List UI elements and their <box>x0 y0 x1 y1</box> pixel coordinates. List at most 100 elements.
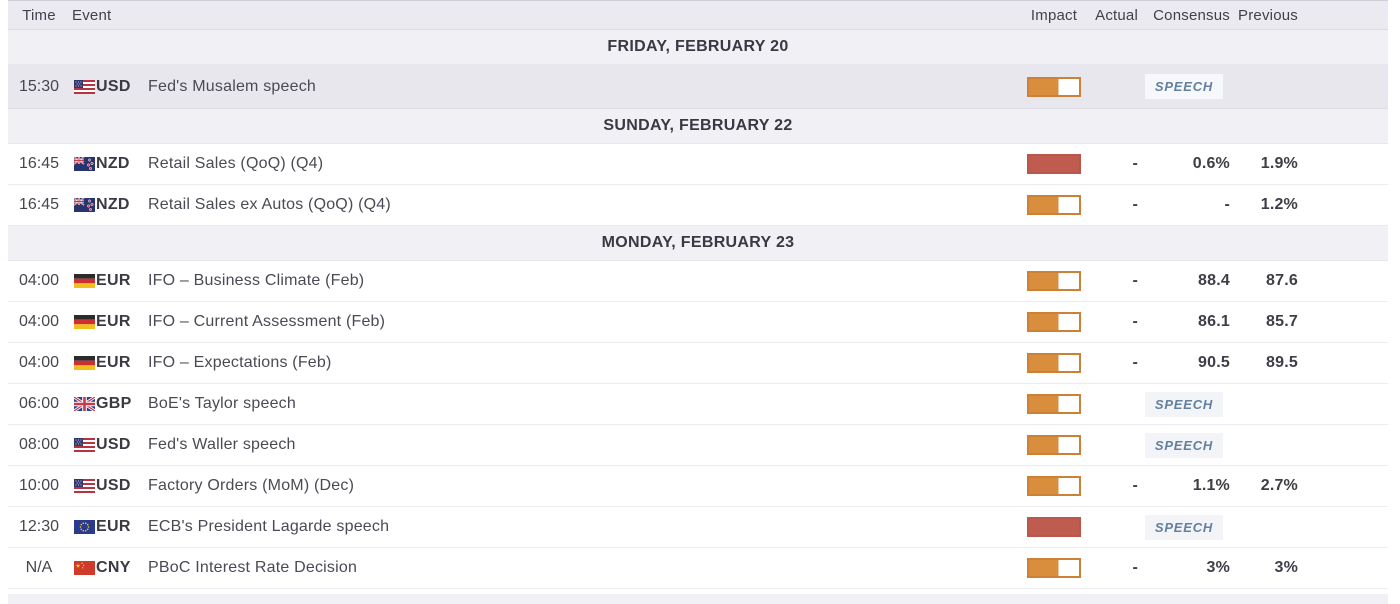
consensus-value: SPEECH <box>1138 74 1230 99</box>
date-header-row: SUNDAY, FEBRUARY 22 <box>8 109 1388 144</box>
event-name: IFO – Expectations (Feb) <box>148 354 332 371</box>
event-name: IFO – Business Climate (Feb) <box>148 272 365 289</box>
impact-cell <box>1026 435 1082 455</box>
column-header-previous: Previous <box>1238 6 1298 24</box>
event-time: N/A <box>25 559 53 576</box>
currency-code: GBP <box>96 395 132 412</box>
currency-code: CNY <box>96 559 131 576</box>
flag-cell <box>70 79 96 94</box>
previous-value: 85.7 <box>1266 313 1298 330</box>
event-time: 06:00 <box>18 395 60 412</box>
flag-cell <box>70 315 96 329</box>
impact-cell <box>1026 271 1082 291</box>
consensus-value: SPEECH <box>1138 514 1230 540</box>
impact-indicator-high <box>1027 517 1081 537</box>
impact-cell <box>1026 394 1082 414</box>
column-header-actual: Actual <box>1095 6 1138 24</box>
actual-value: - <box>1132 196 1138 213</box>
de-flag-icon <box>74 274 96 288</box>
event-name: Retail Sales ex Autos (QoQ) (Q4) <box>148 196 391 213</box>
currency-code: USD <box>96 436 131 453</box>
event-name: Fed's Musalem speech <box>148 77 317 95</box>
impact-indicator-medium <box>1027 394 1081 414</box>
impact-indicator-medium <box>1027 312 1081 332</box>
table-body: FRIDAY, FEBRUARY 20 15:30 USD Fed's Musalem… <box>8 30 1388 589</box>
previous-value: 89.5 <box>1266 354 1298 371</box>
consensus-value: 3% <box>1206 559 1230 576</box>
impact-indicator-medium <box>1027 195 1081 215</box>
event-row[interactable]: 04:00 EUR IFO – Current Assessment (Feb) - 8… <box>8 302 1388 343</box>
event-time: 16:45 <box>18 196 60 213</box>
impact-cell <box>1026 558 1082 578</box>
event-row[interactable]: 12:30 EUR ECB's President Lagarde speech SP… <box>8 507 1388 548</box>
event-row[interactable]: 06:00 GBP BoE's Taylor speech SPEECH <box>8 384 1388 425</box>
event-row[interactable]: 04:00 EUR IFO – Business Climate (Feb) - 88.… <box>8 261 1388 302</box>
consensus-value: 1.1% <box>1192 477 1230 494</box>
actual-value: - <box>1132 354 1138 371</box>
impact-indicator-high <box>1027 154 1081 174</box>
speech-badge: SPEECH <box>1144 514 1224 540</box>
us-flag-icon <box>74 79 96 94</box>
event-row[interactable]: N/A CNY PBoC Interest Rate Decision - 3% 3% <box>8 548 1388 589</box>
impact-cell <box>1026 312 1082 332</box>
consensus-value: SPEECH <box>1138 391 1230 417</box>
consensus-value: 86.1 <box>1198 313 1230 330</box>
impact-cell <box>1026 154 1082 174</box>
de-flag-icon <box>74 315 96 329</box>
event-row[interactable]: 04:00 EUR IFO – Expectations (Feb) - 90.5 89.… <box>8 343 1388 384</box>
event-time: 10:00 <box>18 477 60 494</box>
actual-value: - <box>1132 272 1138 289</box>
date-header-row: FRIDAY, FEBRUARY 20 <box>8 30 1388 65</box>
flag-cell <box>70 479 96 493</box>
column-header-time: Time <box>22 6 56 24</box>
impact-indicator-medium <box>1027 558 1081 578</box>
event-row[interactable]: 08:00 USD Fed's Waller speech SPEECH <box>8 425 1388 466</box>
date-header-label: FRIDAY, FEBRUARY 20 <box>607 38 789 55</box>
event-time: 12:30 <box>18 518 60 535</box>
previous-value: 87.6 <box>1266 272 1298 289</box>
event-time: 04:00 <box>18 313 60 330</box>
flag-cell <box>70 561 96 575</box>
flag-cell <box>70 198 96 212</box>
event-row[interactable]: 10:00 USD Factory Orders (MoM) (Dec) - 1.1% 2… <box>8 466 1388 507</box>
previous-value: 2.7% <box>1260 477 1298 494</box>
column-header-impact: Impact <box>1030 6 1078 24</box>
us-flag-icon <box>74 479 96 493</box>
previous-value: 1.9% <box>1260 155 1298 172</box>
event-row[interactable]: 16:45 NZD Retail Sales (QoQ) (Q4) - 0.6% 1.9% <box>8 144 1388 185</box>
impact-cell <box>1026 517 1082 537</box>
speech-badge: SPEECH <box>1144 74 1224 99</box>
impact-cell <box>1026 476 1082 496</box>
impact-indicator-medium <box>1027 271 1081 291</box>
cn-flag-icon <box>74 561 96 575</box>
column-header-consensus: Consensus <box>1153 6 1230 24</box>
event-name: BoE's Taylor speech <box>148 395 296 412</box>
flag-cell <box>70 274 96 288</box>
event-row[interactable]: 15:30 USD Fed's Musalem speech SPEECH <box>8 65 1388 109</box>
impact-cell <box>1026 195 1082 215</box>
currency-code: USD <box>96 477 131 494</box>
nz-flag-icon <box>74 198 96 212</box>
speech-badge: SPEECH <box>1144 391 1224 417</box>
table-header-row: Time Event Impact Actual Consensus Previ… <box>8 0 1388 30</box>
economic-calendar-table: Time Event Impact Actual Consensus Previ… <box>8 0 1388 604</box>
event-time: 16:45 <box>18 155 60 172</box>
impact-indicator-medium <box>1027 435 1081 455</box>
impact-indicator-medium <box>1027 353 1081 373</box>
consensus-value: 0.6% <box>1192 155 1230 172</box>
event-row[interactable]: 16:45 NZD Retail Sales ex Autos (QoQ) (Q4)… <box>8 185 1388 226</box>
impact-indicator-medium <box>1027 76 1081 97</box>
flag-cell <box>70 397 96 411</box>
date-header-row: MONDAY, FEBRUARY 23 <box>8 226 1388 261</box>
flag-cell <box>70 356 96 370</box>
us-flag-icon <box>74 438 96 452</box>
currency-code: EUR <box>96 272 131 289</box>
event-time: 08:00 <box>18 436 60 453</box>
consensus-value: SPEECH <box>1138 432 1230 458</box>
next-date-row-partial <box>8 594 1388 604</box>
date-header-label: SUNDAY, FEBRUARY 22 <box>603 117 793 134</box>
eu-flag-icon <box>74 520 96 534</box>
event-name: IFO – Current Assessment (Feb) <box>148 313 386 330</box>
impact-indicator-medium <box>1027 476 1081 496</box>
event-time: 15:30 <box>18 77 60 95</box>
